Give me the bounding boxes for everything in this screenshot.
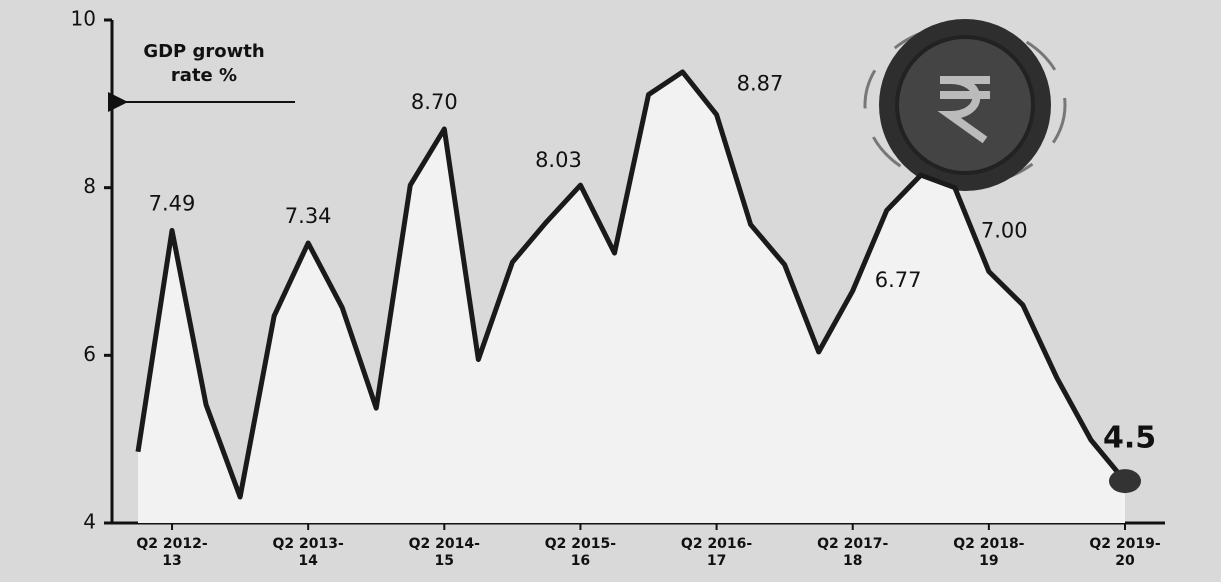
value-label: 7.00 [981, 219, 1028, 243]
y-tick-label: 4 [83, 510, 96, 534]
value-label: 4.5 [1103, 421, 1156, 456]
x-tick-label: Q2 2012-13 [136, 536, 208, 569]
rupee-coin [863, 19, 1067, 191]
area [138, 71, 1125, 523]
x-tick-label: Q2 2015-16 [544, 536, 617, 569]
x-tick-label: Q2 2016-17 [680, 536, 753, 569]
value-label: 7.34 [285, 204, 332, 228]
value-label: 8.70 [411, 90, 458, 114]
annotation: GDP growth rate % [143, 41, 265, 86]
value-label: 8.87 [737, 72, 784, 96]
y-tick-label: 8 [83, 174, 96, 198]
x-tick-label: Q2 2014-15 [408, 536, 480, 569]
value-label: 7.49 [149, 191, 196, 215]
y-tick-label: 6 [83, 342, 96, 366]
value-label: 6.77 [875, 268, 922, 292]
value-label: 8.03 [535, 148, 582, 172]
y-tick-label: 10 [71, 7, 96, 31]
x-tick-label: Q2 2013-14 [272, 536, 344, 569]
end-dot [1109, 469, 1141, 494]
x-tick-label: Q2 2018-19 [953, 536, 1025, 569]
line [135, 69, 1127, 500]
x-tick-label: Q2 2017-18 [817, 536, 889, 569]
x-tick-label: Q2 2019-20 [1089, 536, 1161, 569]
